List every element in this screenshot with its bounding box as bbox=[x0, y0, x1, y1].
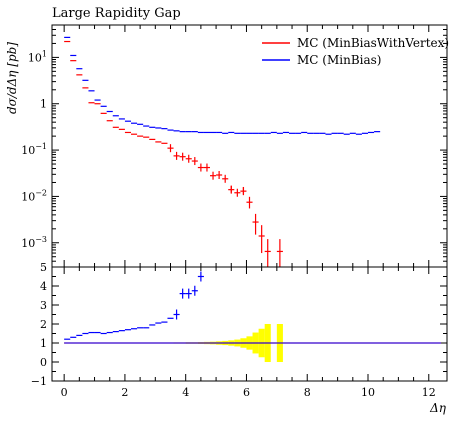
x-tick-label: 2 bbox=[121, 386, 128, 399]
legend: MC (MinBiasWithVertex) MC (MinBias) bbox=[262, 36, 449, 67]
y-tick-label: 10−2 bbox=[21, 188, 47, 203]
x-tick-label: 6 bbox=[243, 386, 250, 399]
ratio-y-tick-label: −1 bbox=[31, 375, 47, 388]
y-tick-label: 1 bbox=[40, 98, 47, 111]
ratio-y-tick-label: 2 bbox=[40, 318, 47, 331]
ratio-y-axis: −1 0 1 2 3 4 5 bbox=[31, 261, 447, 388]
ratio-y-tick-label: 1 bbox=[40, 337, 47, 350]
y-tick-label: 10−1 bbox=[21, 142, 47, 157]
y-tick-label: 101 bbox=[28, 49, 47, 64]
y-tick-label: 10−3 bbox=[21, 235, 47, 250]
x-axis-label: Δη bbox=[429, 401, 447, 415]
ratio-x-axis: 0 2 4 6 8 10 12 bbox=[61, 267, 436, 399]
ratio-y-tick-label: 3 bbox=[40, 299, 47, 312]
ratio-y-tick-label: 5 bbox=[40, 261, 47, 274]
chart-title: Large Rapidity Gap bbox=[52, 6, 181, 21]
ratio-series-group bbox=[64, 271, 441, 344]
ratio-y-tick-label: 0 bbox=[40, 356, 47, 369]
main-plot-frame bbox=[51, 24, 448, 268]
legend-label-minbiaswithvertex: MC (MinBiasWithVertex) bbox=[297, 36, 449, 50]
main-plot: 10−3 10−2 10−1 1 101 MC (MinBiasWithVertex) … bbox=[21, 24, 449, 268]
legend-label-minbias: MC (MinBias) bbox=[297, 53, 381, 67]
x-tick-label: 10 bbox=[361, 386, 375, 399]
main-series-group bbox=[64, 36, 381, 267]
x-tick-label: 0 bbox=[61, 386, 68, 399]
y-axis-label: dσ/dΔη [pb] bbox=[5, 42, 19, 114]
ratio-plot-frame bbox=[51, 266, 448, 382]
main-x-ticks bbox=[63, 25, 430, 267]
x-tick-label: 4 bbox=[182, 386, 189, 399]
main-y-axis: 10−3 10−2 10−1 1 101 bbox=[21, 24, 447, 268]
x-tick-label: 8 bbox=[304, 386, 311, 399]
ratio-y-tick-label: 4 bbox=[40, 280, 47, 293]
x-tick-label: 12 bbox=[422, 386, 436, 399]
